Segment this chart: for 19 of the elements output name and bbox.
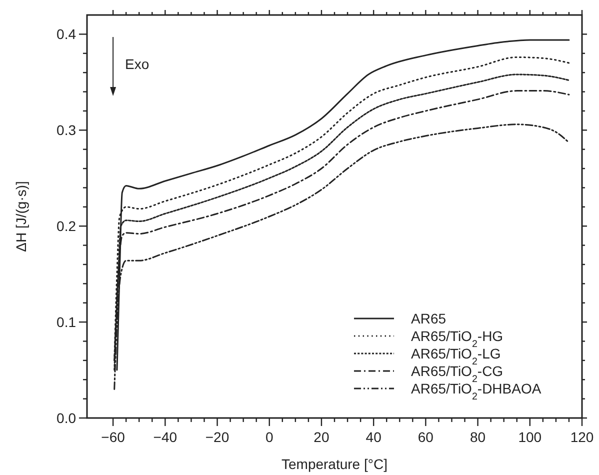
y-tick-label: 0.2 [56,218,76,234]
y-tick-label: 0.4 [56,26,76,42]
x-tick-label: 120 [570,429,594,445]
x-axis-title: Temperature [°C] [282,456,388,472]
y-tick-label: 0.1 [56,314,76,330]
y-tick-label: 0.3 [56,122,76,138]
y-tick-label: 0.0 [56,410,76,426]
x-tick-label: 0 [265,429,274,445]
x-tick-label: −40 [153,429,178,445]
x-tick-label: 40 [366,429,382,445]
x-tick-label: −20 [205,429,230,445]
x-tick-label: 80 [470,429,486,445]
x-tick-label: 20 [314,429,330,445]
x-tick-label: 100 [518,429,542,445]
x-tick-label: 60 [418,429,434,445]
legend-label: AR65 [411,310,446,326]
y-axis-title: ΔH [J/(g·s)] [13,181,29,252]
x-tick-label: −60 [101,429,126,445]
annotation: Exo [125,56,150,72]
